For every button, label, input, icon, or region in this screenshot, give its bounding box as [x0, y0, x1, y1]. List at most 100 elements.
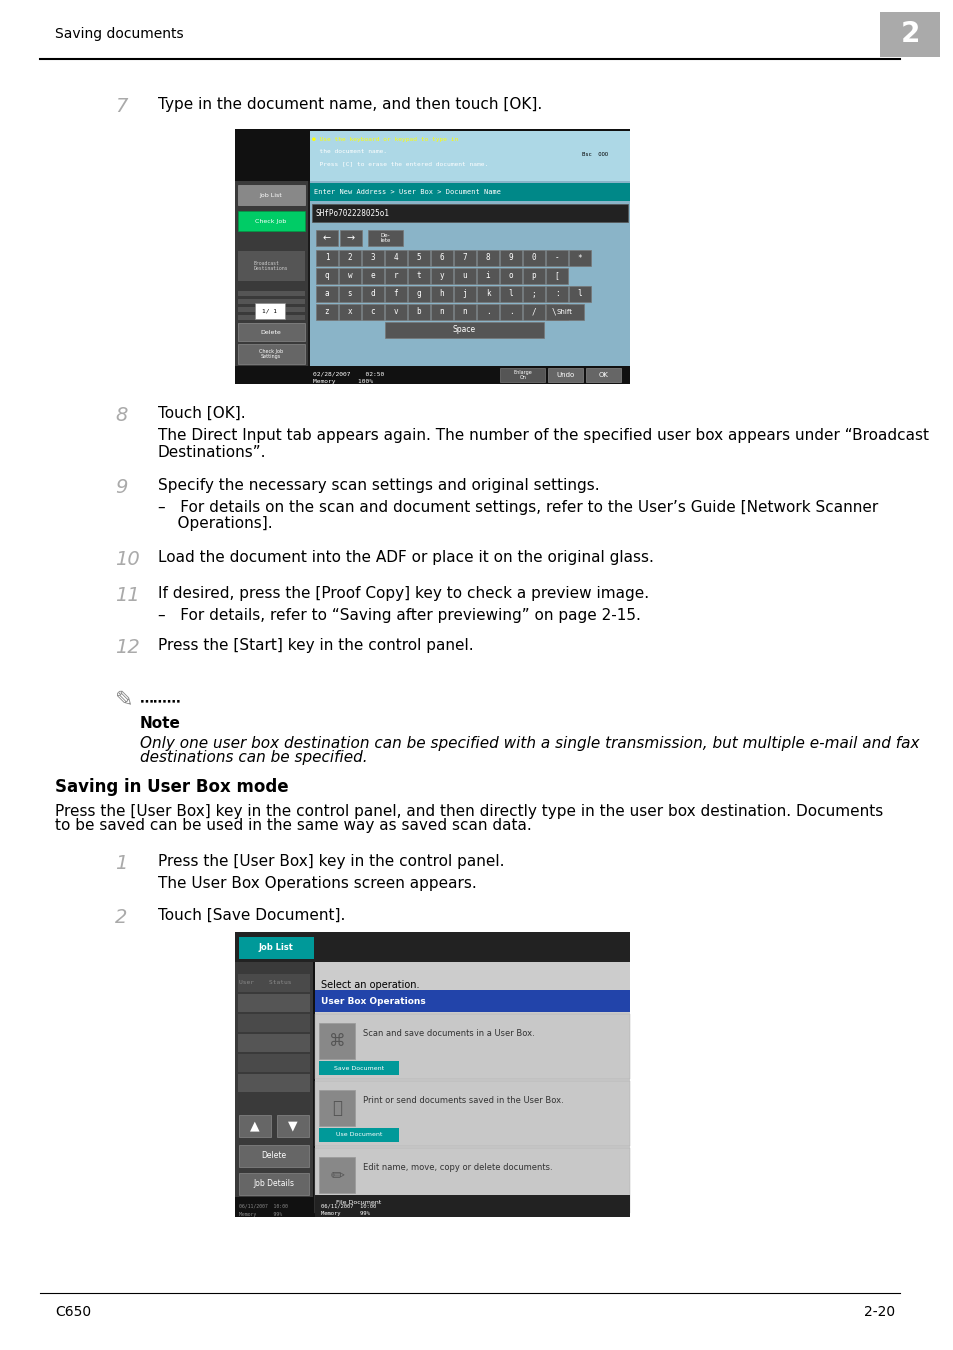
- Text: ⋯⋯⋯: ⋯⋯⋯: [140, 694, 181, 707]
- Text: ✎: ✎: [115, 690, 133, 710]
- Bar: [239, 1173, 309, 1195]
- Bar: [879, 12, 939, 57]
- Text: 11: 11: [115, 586, 139, 605]
- Text: The Direct Input tab appears again. The number of the specified user box appears: The Direct Input tab appears again. The …: [158, 428, 928, 460]
- Text: ←: ←: [323, 234, 331, 243]
- Text: Space: Space: [453, 325, 476, 335]
- Text: f: f: [394, 289, 398, 298]
- Bar: [237, 1014, 310, 1031]
- Text: 1: 1: [115, 855, 128, 873]
- Text: Memory      99%: Memory 99%: [320, 1211, 370, 1216]
- Bar: [522, 250, 544, 266]
- Bar: [499, 269, 521, 284]
- Bar: [330, 1200, 338, 1212]
- Text: u: u: [462, 271, 467, 281]
- Text: User    Status: User Status: [239, 980, 292, 986]
- Bar: [366, 1200, 375, 1212]
- Text: Job Details: Job Details: [253, 1180, 294, 1188]
- Text: Check Job
Settings: Check Job Settings: [258, 348, 283, 359]
- Bar: [237, 211, 305, 231]
- Text: h: h: [439, 289, 444, 298]
- Bar: [310, 181, 629, 383]
- Bar: [239, 367, 249, 379]
- Bar: [237, 315, 305, 320]
- Text: SHfPo702228025o1: SHfPo702228025o1: [315, 208, 390, 217]
- Text: Delete: Delete: [260, 329, 281, 335]
- Text: Delete: Delete: [261, 1152, 286, 1161]
- Text: 8: 8: [115, 406, 128, 425]
- Bar: [237, 323, 305, 342]
- Bar: [318, 1157, 355, 1193]
- Bar: [237, 973, 310, 992]
- Text: 10: 10: [115, 549, 139, 568]
- Bar: [476, 286, 498, 302]
- Bar: [237, 185, 305, 205]
- Bar: [454, 286, 476, 302]
- Bar: [545, 250, 567, 266]
- Bar: [239, 1115, 271, 1137]
- Text: OK: OK: [598, 373, 608, 378]
- Text: 7: 7: [115, 97, 128, 116]
- Text: Bsc  OOO: Bsc OOO: [581, 153, 607, 158]
- Bar: [314, 1195, 629, 1216]
- Text: Enter New Address > User Box > Document Name: Enter New Address > User Box > Document …: [314, 189, 500, 194]
- Bar: [354, 1200, 363, 1212]
- Text: File Document: File Document: [336, 1200, 381, 1204]
- Text: Memory      100%: Memory 100%: [313, 379, 373, 383]
- Bar: [338, 286, 360, 302]
- Bar: [431, 250, 453, 266]
- Bar: [318, 1023, 355, 1058]
- Bar: [314, 1014, 629, 1079]
- Bar: [499, 286, 521, 302]
- Bar: [368, 230, 402, 246]
- Text: 12: 12: [115, 639, 139, 657]
- Text: 9: 9: [508, 254, 513, 262]
- Bar: [408, 286, 430, 302]
- Text: Job List: Job List: [259, 193, 282, 197]
- Bar: [318, 1129, 398, 1142]
- Bar: [408, 269, 430, 284]
- Bar: [408, 250, 430, 266]
- Bar: [385, 323, 543, 338]
- Text: a: a: [324, 289, 329, 298]
- Bar: [314, 963, 629, 1195]
- Bar: [564, 134, 624, 177]
- Text: destinations can be specified.: destinations can be specified.: [140, 751, 367, 765]
- Text: .: .: [485, 308, 490, 316]
- Text: Save Document: Save Document: [334, 1065, 384, 1071]
- Text: ▲: ▲: [250, 1119, 259, 1133]
- Text: g: g: [416, 289, 421, 298]
- Text: Check Job: Check Job: [255, 219, 286, 224]
- Text: 7: 7: [462, 254, 467, 262]
- Text: Press the [User Box] key in the control panel, and then directly type in the use: Press the [User Box] key in the control …: [55, 805, 882, 819]
- Bar: [237, 306, 305, 312]
- Bar: [315, 286, 337, 302]
- Bar: [318, 1195, 398, 1210]
- Text: *: *: [578, 254, 581, 262]
- Bar: [317, 1200, 327, 1212]
- Text: Saving documents: Saving documents: [55, 27, 183, 40]
- Text: 4: 4: [394, 254, 398, 262]
- Bar: [339, 230, 361, 246]
- Text: e: e: [371, 271, 375, 281]
- Bar: [310, 131, 629, 329]
- Text: 2: 2: [900, 20, 919, 49]
- Bar: [431, 304, 453, 320]
- Text: r: r: [394, 271, 398, 281]
- Text: Print or send documents saved in the User Box.: Print or send documents saved in the Use…: [363, 1096, 563, 1106]
- Text: De-
lete: De- lete: [380, 232, 391, 243]
- Text: s: s: [347, 289, 352, 298]
- Text: /: /: [531, 308, 536, 316]
- Text: ● Use the keyboard or keypad to type in: ● Use the keyboard or keypad to type in: [312, 136, 457, 142]
- Text: –   For details, refer to “Saving after previewing” on page 2-15.: – For details, refer to “Saving after pr…: [158, 608, 640, 622]
- Bar: [318, 1061, 398, 1075]
- Text: –   For details on the scan and document settings, refer to the User’s Guide [Ne: – For details on the scan and document s…: [158, 500, 878, 514]
- Text: 5: 5: [416, 254, 421, 262]
- Text: The User Box Operations screen appears.: The User Box Operations screen appears.: [158, 876, 476, 891]
- Text: ✏: ✏: [330, 1166, 344, 1184]
- Bar: [476, 269, 498, 284]
- Text: Memory      99%: Memory 99%: [239, 1212, 282, 1216]
- Bar: [254, 302, 285, 319]
- Text: ▼: ▼: [288, 1119, 297, 1133]
- Text: q: q: [324, 271, 329, 281]
